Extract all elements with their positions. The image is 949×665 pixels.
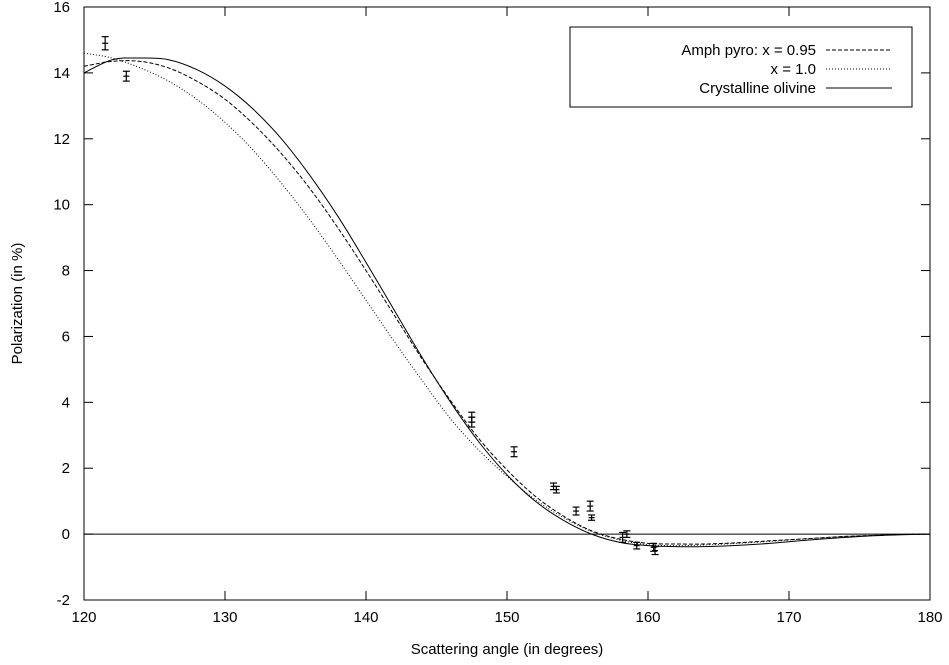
x-tick-label: 180 xyxy=(917,609,942,626)
y-axis-label: Polarization (in %) xyxy=(9,243,26,365)
y-tick-label: 6 xyxy=(62,328,70,345)
x-tick-label: 150 xyxy=(494,609,519,626)
y-tick-label: 0 xyxy=(62,526,70,543)
y-tick-label: 16 xyxy=(53,0,70,16)
x-tick-label: 140 xyxy=(353,609,378,626)
y-tick-label: 14 xyxy=(53,65,70,82)
legend-label-crystalline-olivine: Crystalline olivine xyxy=(699,80,816,97)
legend: Amph pyro: x = 0.95 x = 1.0 Crystalline … xyxy=(570,27,912,107)
y-tick-label: 2 xyxy=(62,460,70,477)
x-tick-label: 130 xyxy=(212,609,237,626)
legend-label-x-1-0: x = 1.0 xyxy=(771,61,816,78)
y-tick-label: 10 xyxy=(53,197,70,214)
y-tick-label: 8 xyxy=(62,263,70,280)
x-axis-label: Scattering angle (in degrees) xyxy=(411,641,604,658)
x-tick-label: 160 xyxy=(635,609,660,626)
y-tick-label: 12 xyxy=(53,131,70,148)
y-tick-label: -2 xyxy=(57,592,70,609)
x-tick-label: 120 xyxy=(71,609,96,626)
legend-label-amph-pyro-095: Amph pyro: x = 0.95 xyxy=(681,42,816,59)
x-tick-label: 170 xyxy=(776,609,801,626)
y-tick-label: 4 xyxy=(62,394,70,411)
